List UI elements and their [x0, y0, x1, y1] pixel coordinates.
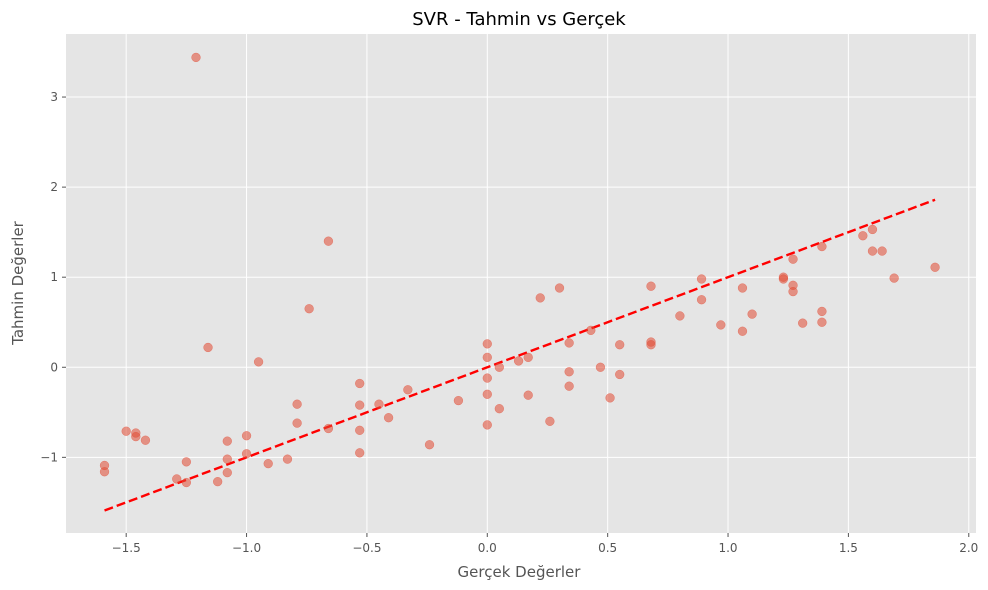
data-point	[222, 436, 232, 446]
x-tick-label: −1.5	[112, 541, 141, 555]
y-axis-label: Tahmin Değerler	[9, 220, 27, 346]
reference-line-y-equals-x	[104, 198, 936, 512]
data-point	[523, 390, 533, 400]
data-point	[383, 413, 394, 423]
data-point	[172, 474, 182, 484]
data-point	[817, 241, 827, 252]
data-point	[564, 381, 574, 391]
data-point	[930, 262, 940, 272]
data-point	[858, 231, 868, 241]
grid-lines	[66, 34, 976, 533]
x-tick-label: 1.0	[718, 541, 737, 555]
data-point	[374, 399, 384, 409]
data-point	[615, 340, 625, 350]
chart-title: SVR - Tahmin vs Gerçek	[412, 9, 626, 30]
data-point	[523, 352, 533, 363]
data-point	[877, 246, 887, 256]
data-point	[788, 286, 798, 297]
data-point	[355, 400, 365, 410]
y-tick-label: 1	[50, 270, 58, 284]
data-point	[545, 416, 555, 426]
plot-area	[66, 34, 976, 533]
data-point	[181, 477, 192, 488]
data-point	[241, 431, 252, 441]
data-point	[564, 338, 574, 348]
data-point	[482, 420, 492, 430]
data-point	[595, 362, 606, 372]
data-point	[292, 399, 302, 409]
data-point	[99, 467, 110, 477]
y-tick-label: 0	[50, 360, 58, 374]
data-point	[121, 426, 131, 436]
data-point	[323, 423, 334, 434]
data-point	[403, 385, 413, 395]
data-point	[355, 425, 365, 435]
data-point	[564, 367, 574, 377]
data-point	[605, 393, 615, 403]
data-point	[535, 293, 545, 303]
data-point	[355, 448, 365, 458]
data-point	[867, 246, 878, 256]
axis-ticks: −1.5 −1.0 −0.5 0.0 0.5 1.0 1.5 2.0 −1 0 1 2 3	[40, 90, 978, 555]
x-tick-label: 0.5	[598, 541, 617, 555]
data-point	[131, 431, 141, 442]
data-point	[554, 283, 565, 293]
data-point	[716, 320, 726, 330]
data-point	[482, 339, 492, 349]
data-point	[586, 325, 596, 335]
data-point	[253, 357, 264, 367]
data-points	[99, 52, 940, 488]
data-point	[482, 389, 492, 399]
data-point	[867, 224, 878, 235]
data-point	[222, 454, 232, 464]
data-point	[304, 304, 314, 314]
data-point	[798, 318, 808, 328]
data-point	[889, 273, 899, 283]
data-point	[817, 306, 827, 317]
data-point	[453, 395, 464, 406]
data-point	[675, 311, 685, 321]
data-point	[323, 236, 334, 246]
x-tick-label: −1.0	[232, 541, 261, 555]
x-axis-label: Gerçek Değerler	[458, 563, 582, 581]
data-point	[646, 340, 656, 350]
data-point	[282, 454, 293, 464]
data-point	[788, 254, 798, 264]
x-tick-label: −0.5	[352, 541, 381, 555]
data-point	[513, 356, 524, 366]
data-point	[737, 326, 748, 336]
data-point	[482, 352, 492, 363]
data-point	[494, 362, 504, 372]
x-tick-label: 0.0	[478, 541, 497, 555]
y-tick-label: 3	[50, 90, 58, 104]
data-point	[646, 281, 656, 291]
data-point	[292, 418, 302, 428]
data-point	[737, 283, 748, 293]
x-tick-label: 1.5	[839, 541, 858, 555]
data-point	[778, 274, 789, 284]
data-point	[181, 457, 192, 467]
data-point	[817, 317, 827, 327]
data-point	[241, 449, 252, 459]
data-point	[696, 295, 707, 305]
data-point	[696, 274, 707, 284]
data-point	[482, 373, 492, 383]
data-point	[213, 477, 223, 487]
data-point	[615, 369, 625, 380]
data-point	[263, 458, 273, 469]
x-tick-label: 2.0	[959, 541, 978, 555]
data-point	[222, 468, 232, 478]
data-point	[140, 435, 151, 445]
data-point	[355, 378, 365, 389]
y-tick-label: 2	[50, 180, 58, 194]
data-point	[191, 52, 201, 63]
y-tick-label: −1	[40, 450, 58, 464]
data-point	[424, 440, 435, 450]
data-point	[747, 309, 757, 319]
data-point	[494, 404, 504, 414]
data-point	[203, 342, 213, 353]
